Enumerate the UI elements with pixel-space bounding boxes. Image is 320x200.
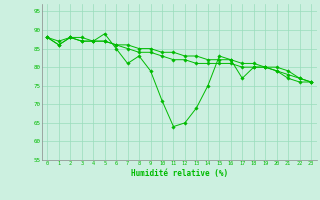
X-axis label: Humidité relative (%): Humidité relative (%) [131,169,228,178]
